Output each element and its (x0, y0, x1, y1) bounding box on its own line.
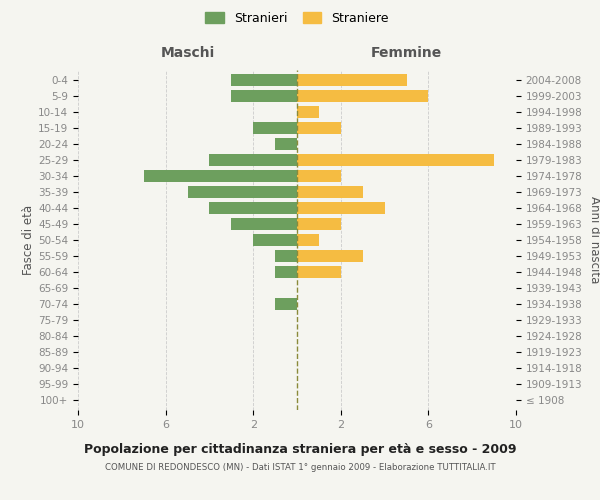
Bar (297, 154, 494, 166)
Bar (297, 106, 319, 118)
Bar (297, 74, 407, 86)
Text: COMUNE DI REDONDESCO (MN) - Dati ISTAT 1° gennaio 2009 - Elaborazione TUTTITALIA: COMUNE DI REDONDESCO (MN) - Dati ISTAT 1… (104, 462, 496, 471)
Bar (232, 218, 297, 230)
Bar (232, 90, 297, 102)
Y-axis label: Fasce di età: Fasce di età (22, 205, 35, 275)
Bar (275, 298, 297, 310)
Text: Maschi: Maschi (160, 46, 215, 60)
Bar (144, 170, 297, 182)
Bar (232, 74, 297, 86)
Bar (297, 218, 341, 230)
Text: Femmine: Femmine (371, 46, 442, 60)
Bar (253, 122, 297, 134)
Bar (297, 250, 363, 262)
Bar (275, 138, 297, 150)
Bar (297, 266, 341, 278)
Legend: Stranieri, Straniere: Stranieri, Straniere (202, 8, 392, 28)
Bar (209, 154, 297, 166)
Bar (275, 250, 297, 262)
Bar (297, 186, 363, 198)
Bar (297, 122, 341, 134)
Bar (209, 202, 297, 214)
Bar (297, 170, 341, 182)
Bar (188, 186, 297, 198)
Bar (297, 234, 319, 246)
Y-axis label: Anni di nascita: Anni di nascita (588, 196, 600, 284)
Bar (275, 266, 297, 278)
Bar (253, 234, 297, 246)
Bar (297, 90, 428, 102)
Bar (297, 202, 385, 214)
Text: Popolazione per cittadinanza straniera per età e sesso - 2009: Popolazione per cittadinanza straniera p… (84, 442, 516, 456)
